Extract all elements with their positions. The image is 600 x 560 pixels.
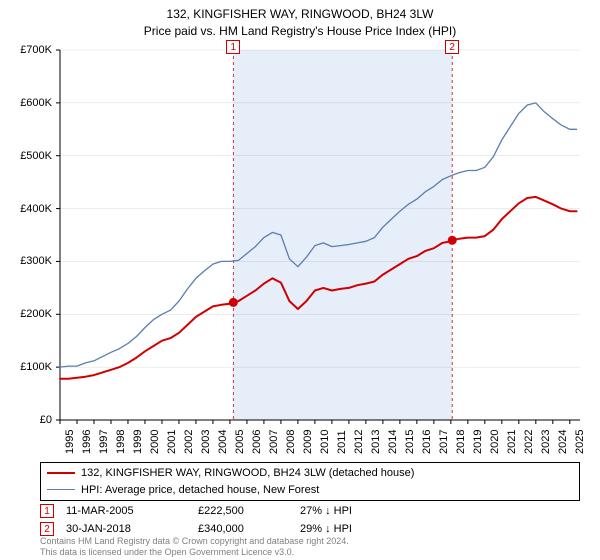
legend-row: HPI: Average price, detached house, New …	[47, 482, 573, 499]
y-tick-label: £300K	[20, 255, 52, 267]
y-tick-label: £0	[40, 414, 52, 426]
x-tick-label: 2022	[523, 430, 535, 454]
x-tick-label: 2008	[285, 430, 297, 454]
sales-table: 1 11-MAR-2005 £222,500 27% ↓ HPI 2 30-JAN-201…	[40, 502, 580, 538]
x-tick-label: 2005	[234, 430, 246, 454]
x-tick-label: 2019	[472, 430, 484, 454]
legend-label: HPI: Average price, detached house, New …	[81, 482, 319, 499]
chart-container: 132, KINGFISHER WAY, RINGWOOD, BH24 3LW …	[0, 0, 600, 560]
legend-row: 132, KINGFISHER WAY, RINGWOOD, BH24 3LW …	[47, 465, 573, 482]
x-tick-label: 2004	[217, 430, 229, 454]
y-tick-label: £200K	[20, 308, 52, 320]
x-tick-label: 2000	[149, 430, 161, 454]
sale-row: 2 30-JAN-2018 £340,000 29% ↓ HPI	[40, 520, 580, 538]
legend-swatch	[47, 472, 75, 474]
x-tick-label: 2017	[438, 430, 450, 454]
y-tick-label: £500K	[20, 150, 52, 162]
x-tick-label: 2002	[183, 430, 195, 454]
x-tick-label: 2012	[353, 430, 365, 454]
footer-line-2: This data is licensed under the Open Gov…	[40, 547, 349, 558]
y-tick-label: £400K	[20, 203, 52, 215]
sale-price: £222,500	[198, 505, 288, 517]
x-tick-label: 2016	[421, 430, 433, 454]
x-tick-label: 2024	[557, 430, 569, 454]
x-tick-label: 2014	[387, 430, 399, 454]
legend: 132, KINGFISHER WAY, RINGWOOD, BH24 3LW …	[40, 462, 580, 501]
sale-delta: 29% ↓ HPI	[300, 523, 400, 535]
sale-date: 30-JAN-2018	[66, 523, 186, 535]
footer-attribution: Contains HM Land Registry data © Crown c…	[40, 536, 349, 558]
x-tick-label: 2021	[506, 430, 518, 454]
sale-delta: 27% ↓ HPI	[300, 505, 400, 517]
x-tick-label: 2003	[200, 430, 212, 454]
y-tick-label: £100K	[20, 361, 52, 373]
sale-marker-1: 1	[40, 504, 54, 518]
x-tick-label: 1998	[115, 430, 127, 454]
x-tick-label: 2001	[166, 430, 178, 454]
x-tick-label: 2011	[336, 430, 348, 454]
sale-marker-2: 2	[40, 522, 54, 536]
chart-marker-1: 1	[226, 40, 240, 54]
x-tick-label: 2020	[489, 430, 501, 454]
x-tick-label: 2009	[302, 430, 314, 454]
x-tick-label: 2006	[251, 430, 263, 454]
x-tick-label: 1997	[98, 430, 110, 454]
chart-marker-2: 2	[445, 40, 459, 54]
sale-price: £340,000	[198, 523, 288, 535]
sale-row: 1 11-MAR-2005 £222,500 27% ↓ HPI	[40, 502, 580, 520]
legend-swatch	[47, 489, 75, 490]
sale-date: 11-MAR-2005	[66, 505, 186, 517]
x-tick-label: 2018	[455, 430, 467, 454]
x-tick-label: 1996	[81, 430, 93, 454]
x-tick-label: 2007	[268, 430, 280, 454]
footer-line-1: Contains HM Land Registry data © Crown c…	[40, 536, 349, 547]
legend-label: 132, KINGFISHER WAY, RINGWOOD, BH24 3LW …	[81, 465, 414, 482]
y-tick-label: £600K	[20, 97, 52, 109]
x-tick-label: 1999	[132, 430, 144, 454]
x-tick-label: 2023	[540, 430, 552, 454]
y-tick-label: £700K	[20, 44, 52, 56]
x-tick-label: 2025	[574, 430, 586, 454]
x-tick-label: 2010	[319, 430, 331, 454]
x-tick-label: 2015	[404, 430, 416, 454]
chart-plot	[0, 0, 600, 460]
x-tick-label: 2013	[370, 430, 382, 454]
x-tick-label: 1995	[64, 430, 76, 454]
